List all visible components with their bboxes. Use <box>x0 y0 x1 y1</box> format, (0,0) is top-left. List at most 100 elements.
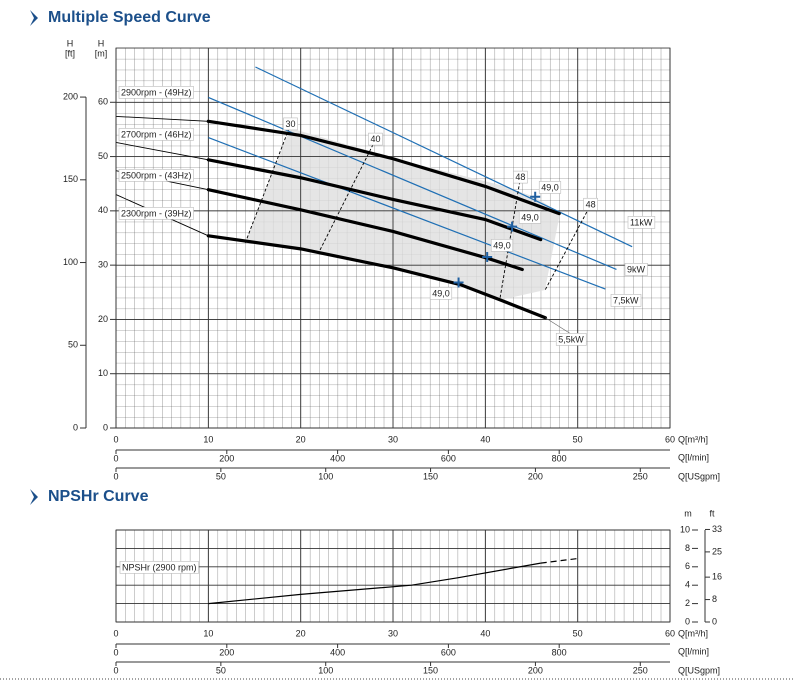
label-box <box>118 128 194 141</box>
y-tick-label: 60 <box>98 97 108 107</box>
label-box <box>555 333 587 346</box>
label-box <box>583 197 598 211</box>
speed-curve <box>206 158 543 242</box>
chart-title: NPSHr Curve <box>48 488 149 505</box>
y-unit: [m] <box>95 48 108 58</box>
npsh-extension <box>540 557 578 564</box>
label-box <box>118 207 194 220</box>
x2-label: Q[l/min] <box>678 646 709 656</box>
label: 9kW <box>627 264 646 274</box>
x-tick-label: 50 <box>573 628 583 638</box>
x2-tick-label: 0 <box>113 647 118 657</box>
label: 49,0 <box>493 240 511 250</box>
y2-tick-label: 0 <box>73 422 78 432</box>
y-tick-label: 8 <box>685 543 690 553</box>
x3-tick-label: 250 <box>633 665 648 675</box>
y2-tick-label: 16 <box>712 572 722 582</box>
label-box <box>429 287 453 300</box>
curve-extension <box>115 115 209 122</box>
y-tick-label: 30 <box>98 260 108 270</box>
label: 11kW <box>630 217 653 227</box>
y2-label: ft <box>709 508 715 518</box>
chart-title: Multiple Speed Curve <box>48 9 211 26</box>
y2-label: H <box>67 38 74 48</box>
power-line <box>208 137 606 290</box>
x-tick-label: 0 <box>113 628 118 638</box>
x-tick-label: 40 <box>480 434 490 444</box>
y-tick-label: 6 <box>685 561 690 571</box>
efficiency-line <box>544 204 591 290</box>
x3-tick-label: 50 <box>216 471 226 481</box>
x-tick-label: 60 <box>665 434 675 444</box>
y-tick-label: 20 <box>98 314 108 324</box>
label-box <box>368 132 383 146</box>
leader <box>545 317 572 335</box>
y2-unit: [ft] <box>65 48 75 58</box>
x2-tick-label: 600 <box>441 647 456 657</box>
x3-tick-label: 200 <box>528 471 543 481</box>
label-box <box>624 263 648 276</box>
npsh-curve <box>208 562 541 605</box>
x2-tick-label: 800 <box>552 647 567 657</box>
plot-frame <box>115 47 671 429</box>
x3-tick-label: 200 <box>528 665 543 675</box>
label-box <box>518 211 542 224</box>
y-tick-label: 0 <box>103 422 108 432</box>
x2-tick-label: 600 <box>441 453 456 463</box>
y-tick-label: 40 <box>98 205 108 215</box>
y-tick-label: 10 <box>680 524 690 534</box>
plot-frame <box>115 529 671 623</box>
x3-tick-label: 150 <box>423 471 438 481</box>
x-tick-label: 30 <box>388 628 398 638</box>
title-marker <box>30 10 38 26</box>
best-point <box>453 277 464 288</box>
label: 2900rpm - (49Hz) <box>121 87 192 97</box>
y-tick-label: 50 <box>98 151 108 161</box>
y2-tick-label: 100 <box>63 257 78 267</box>
title-marker <box>30 489 38 505</box>
label: 49,0 <box>521 212 539 222</box>
x-tick-label: 20 <box>296 628 306 638</box>
power-line <box>208 96 617 271</box>
x2-tick-label: 800 <box>552 453 567 463</box>
x3-tick-label: 100 <box>318 665 333 675</box>
y2-tick-label: 0 <box>712 616 717 626</box>
y-tick-label: 0 <box>685 616 690 626</box>
x3-tick-label: 0 <box>113 665 118 675</box>
x2-label: Q[l/min] <box>678 452 709 462</box>
x3-label: Q[USgpm] <box>678 665 720 675</box>
label: 7,5kW <box>613 295 639 305</box>
speed-curve <box>206 119 561 216</box>
label: NPSHr (2900 rpm) <box>122 562 197 572</box>
x2-tick-label: 0 <box>113 453 118 463</box>
label: 2700rpm - (46Hz) <box>121 129 192 139</box>
label-box <box>118 169 194 182</box>
label: 5,5kW <box>558 334 584 344</box>
label: 2300rpm - (39Hz) <box>121 208 192 218</box>
x-tick-label: 60 <box>665 628 675 638</box>
x3-tick-label: 50 <box>216 665 226 675</box>
x3-tick-label: 100 <box>318 471 333 481</box>
power-line <box>255 66 633 248</box>
speed-curve <box>206 234 547 320</box>
best-point <box>530 191 541 202</box>
x2-tick-label: 200 <box>219 647 234 657</box>
label-box <box>490 239 514 252</box>
y-tick-label: 10 <box>98 368 108 378</box>
x3-tick-label: 150 <box>423 665 438 675</box>
label-box <box>610 294 642 307</box>
label-box <box>118 86 194 99</box>
x3-tick-label: 250 <box>633 471 648 481</box>
label-box <box>283 117 298 131</box>
y2-tick-label: 50 <box>68 340 78 350</box>
x2-tick-label: 400 <box>330 647 345 657</box>
label-box <box>538 181 562 194</box>
label: 49,0 <box>541 182 559 192</box>
x-tick-label: 10 <box>203 434 213 444</box>
y2-tick-label: 200 <box>63 91 78 101</box>
label-box <box>119 561 199 574</box>
y2-tick-label: 25 <box>712 546 722 556</box>
best-point <box>482 252 493 262</box>
y2-tick-label: 33 <box>712 524 722 534</box>
